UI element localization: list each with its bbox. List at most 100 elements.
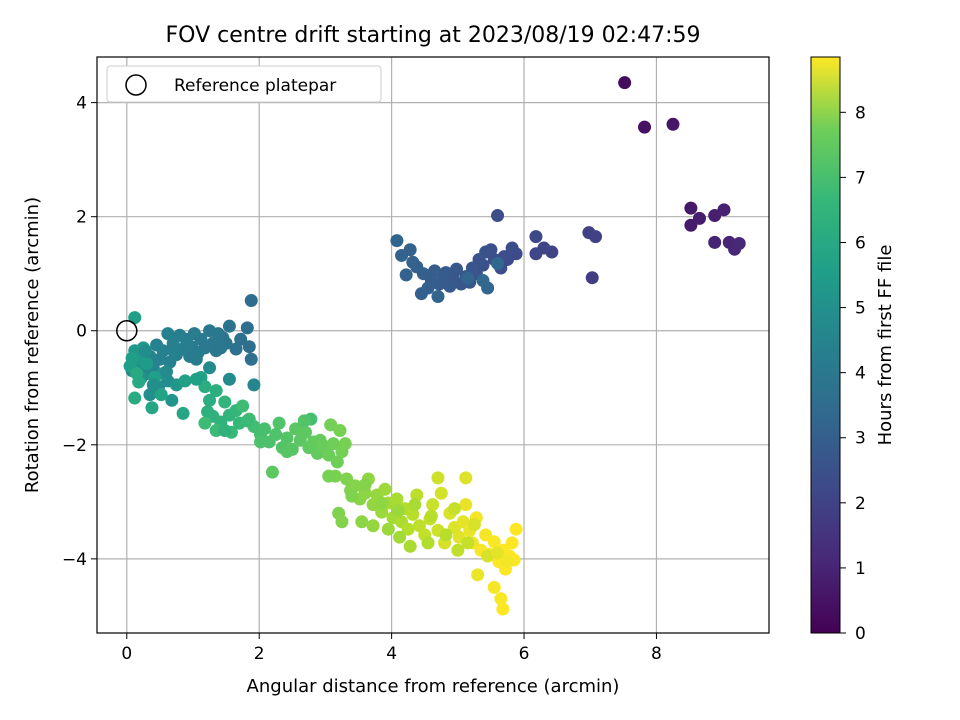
scatter-point <box>154 388 168 402</box>
scatter-point <box>128 391 142 405</box>
scatter-point <box>355 515 369 529</box>
scatter-point <box>732 236 746 250</box>
scatter-point <box>375 505 389 519</box>
scatter-point <box>160 365 174 379</box>
scatter-point <box>487 535 501 549</box>
scatter-point <box>467 518 481 532</box>
scatter-point <box>203 393 217 407</box>
colorbar-gradient <box>810 56 841 634</box>
scatter-point <box>338 437 352 451</box>
scatter-point <box>244 294 258 308</box>
colorbar-tick-label: 3 <box>855 429 866 449</box>
scatter-point <box>434 486 448 500</box>
scatter-point <box>491 546 505 560</box>
legend-box <box>106 65 382 103</box>
scatter-point <box>378 482 392 496</box>
scatter-point <box>439 528 453 542</box>
scatter-point <box>529 247 543 261</box>
colorbar-ticks: 0 1 2 3 4 5 6 7 8 <box>840 103 866 644</box>
scatter-point <box>401 522 415 536</box>
x-tick-label: 4 <box>386 644 397 664</box>
scatter-point <box>299 425 313 439</box>
scatter-point <box>189 352 203 366</box>
scatter-point <box>684 201 698 215</box>
colorbar-tick-label: 1 <box>855 559 866 579</box>
scatter-point <box>491 256 505 270</box>
scatter-point <box>529 230 543 244</box>
legend-label: Reference platepar <box>174 76 336 96</box>
scatter-point <box>375 496 389 510</box>
scatter-point <box>330 455 344 469</box>
y-axis: −4 −2 0 2 4 <box>62 94 97 570</box>
scatter-point <box>431 471 445 485</box>
colorbar-tick-label: 4 <box>855 364 866 384</box>
colorbar-tick-label: 0 <box>855 624 866 644</box>
scatter-point <box>509 522 523 536</box>
scatter-point <box>461 271 475 285</box>
colorbar-tick-label: 5 <box>855 299 866 319</box>
scatter-point <box>348 479 362 493</box>
scatter-point <box>421 536 435 550</box>
colorbar-tick-label: 8 <box>855 103 866 123</box>
legend-marker-icon <box>125 74 147 96</box>
scatter-point <box>145 401 159 415</box>
scatter-point <box>229 342 243 356</box>
scatter-point <box>618 76 632 90</box>
scatter-point <box>638 120 652 134</box>
scatter-point <box>505 241 519 255</box>
scatter-point <box>240 321 254 335</box>
reference-point-marker <box>116 319 138 342</box>
scatter-point <box>203 324 217 338</box>
scatter-point <box>272 416 286 430</box>
scatter-point <box>161 327 175 341</box>
scatter-point <box>244 352 258 366</box>
scatter-point <box>178 374 192 388</box>
scatter-point <box>491 209 505 223</box>
scatter-point <box>128 311 142 325</box>
scatter-point <box>189 372 203 386</box>
scatter-point <box>410 488 424 502</box>
colorbar-label: Hours from first FF file <box>875 245 896 446</box>
x-axis: 0 2 4 6 8 <box>121 633 662 664</box>
scatter-point <box>406 255 420 269</box>
scatter-point <box>218 424 232 438</box>
scatter-point <box>289 422 303 436</box>
y-tick-label: 4 <box>76 94 87 114</box>
scatter-point <box>198 380 212 394</box>
scatter-point <box>333 424 347 438</box>
scatter-point <box>692 211 706 225</box>
scatter-point <box>494 592 508 606</box>
scatter-point <box>203 361 217 375</box>
scatter-point <box>459 471 473 485</box>
scatter-point <box>381 522 395 536</box>
scatter-point <box>426 498 440 512</box>
scatter-point <box>585 271 599 285</box>
scatter-point <box>414 287 428 301</box>
scatter-point <box>505 536 519 550</box>
scatter-point <box>258 422 272 436</box>
scatter-point <box>448 502 462 516</box>
colorbar-tick-label: 6 <box>855 233 866 253</box>
scatter-point <box>326 437 340 451</box>
legend: Reference platepar <box>106 65 382 103</box>
scatter-point <box>406 507 420 521</box>
scatter-point <box>366 519 380 533</box>
scatter-point <box>222 372 236 386</box>
scatter-point <box>236 399 250 413</box>
colorbar-tick-label: 2 <box>855 494 866 514</box>
scatter-point <box>242 340 256 354</box>
scatter-point <box>487 580 501 594</box>
scatter-point <box>234 332 248 346</box>
scatter-point <box>395 248 409 262</box>
scatter-point <box>451 543 465 557</box>
plot-frame <box>96 56 770 634</box>
scatter-point <box>240 414 254 428</box>
scatter-point <box>130 367 144 381</box>
scatter-point <box>322 469 336 483</box>
scatter-point <box>254 435 268 449</box>
y-tick-label: 2 <box>76 208 87 228</box>
scatter-point <box>167 345 181 359</box>
x-tick-label: 8 <box>651 644 662 664</box>
y-tick-label: −2 <box>62 436 87 456</box>
